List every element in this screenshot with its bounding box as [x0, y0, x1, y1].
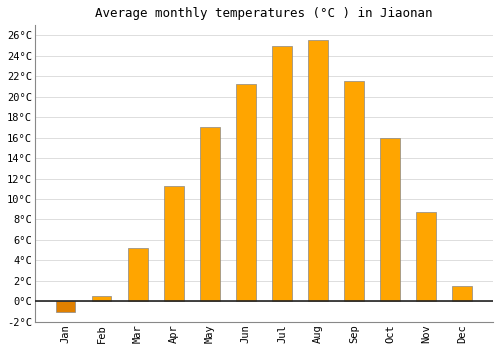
- Bar: [272, 46, 292, 301]
- Bar: [56, 301, 76, 312]
- Bar: [416, 212, 436, 301]
- Bar: [344, 82, 364, 301]
- Bar: [200, 127, 220, 301]
- Bar: [164, 186, 184, 301]
- Bar: [128, 248, 148, 301]
- Bar: [236, 84, 256, 301]
- Bar: [452, 286, 472, 301]
- Bar: [92, 296, 112, 301]
- Title: Average monthly temperatures (°C ) in Jiaonan: Average monthly temperatures (°C ) in Ji…: [95, 7, 432, 20]
- Bar: [308, 40, 328, 301]
- Bar: [380, 138, 400, 301]
